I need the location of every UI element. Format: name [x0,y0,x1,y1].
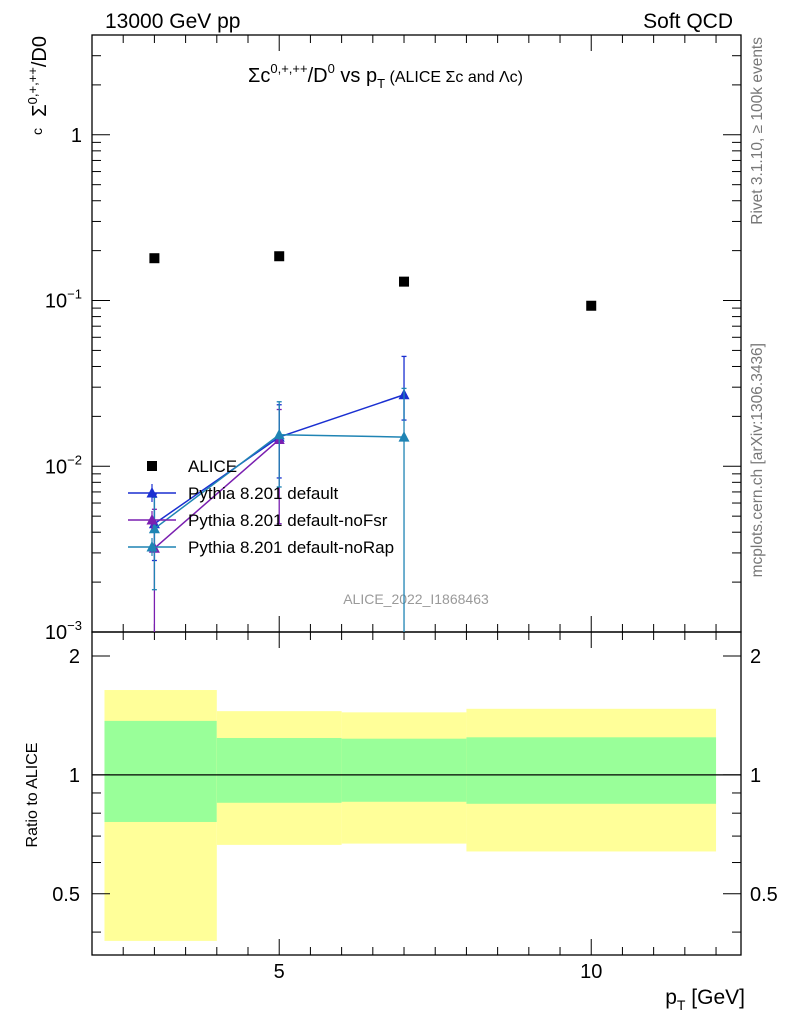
main-panel: 1 10−1 10−2 10−3 [45,34,742,644]
mcplots-label: mcplots.cern.ch [arXiv:1306.3436] [749,343,766,577]
ratio-y-tick-label-right-0: 2 [750,646,761,668]
legend-marker [146,514,158,525]
legend-label-2: Pythia 8.201 default-noFsr [188,511,388,530]
ratio-band-green-0 [104,720,217,822]
ratio-band-green-3 [466,737,717,804]
legend-marker [146,541,158,552]
data-point [399,276,410,287]
legend-label-1: Pythia 8.201 default [188,484,339,503]
x-tick-label-0: 5 [274,961,285,983]
ratio-y-tick-label-left-0: 2 [69,646,80,668]
data-point [149,253,160,264]
data-point [398,431,410,442]
main-y-tick-label-2: 10−2 [45,452,82,478]
data-point [586,300,597,311]
legend-label-0: ALICE [188,457,237,476]
x-tick-label-1: 10 [580,961,602,983]
watermark: ALICE_2022_I1868463 [343,591,489,607]
header-left: 13000 GeV pp [105,10,240,33]
main-ylabel: Σ0,+,++/D0 [25,36,51,117]
ratio-y-tick-label-right-1: 1 [750,765,761,787]
main-title: Σc0,+,++/D0 vs pT (ALICE Σc and Λc) [248,61,523,91]
ratio-ylabel: Ratio to ALICE [24,743,41,848]
main-y-tick-label-0: 1 [71,125,82,147]
ratio-band-green-2 [341,738,467,802]
series-0 [149,251,597,311]
header-right: Soft QCD [643,10,733,33]
rivet-label: Rivet 3.1.10, ≥ 100k events [749,37,766,225]
series-line-2 [153,438,280,549]
legend: ALICE Pythia 8.201 default Pythia 8.201 de… [128,457,394,557]
ratio-band-green-1 [216,737,342,803]
main-y-tick-label-3: 10−3 [45,618,82,644]
ratio-y-tick-label-left-2: 0.5 [52,884,80,906]
xlabel: pT [GeV] [665,986,745,1013]
legend-marker [147,461,157,471]
main-frame [91,34,742,633]
ratio-y-tick-label-right-2: 0.5 [750,884,778,906]
ratio-y-tick-label-left-1: 1 [69,765,80,787]
legend-marker [146,487,158,498]
legend-label-3: Pythia 8.201 default-noRap [188,538,394,557]
ratio-panel: 5 10 2 2 1 1 0.5 0.5 [52,631,778,983]
main-ylabel-sub: c [29,128,45,135]
data-point [273,428,285,440]
data-point [148,522,160,534]
data-point [274,251,285,262]
main-y-tick-label-1: 10−1 [45,287,82,313]
